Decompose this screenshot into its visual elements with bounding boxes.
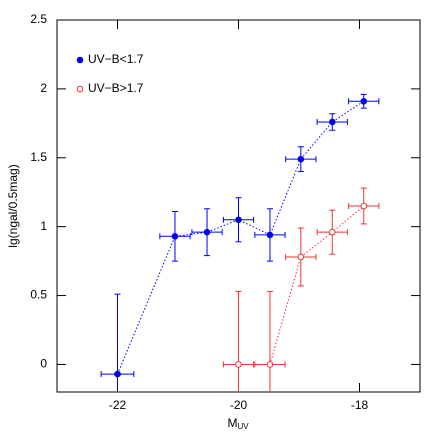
legend-label: UV−B<1.7 [88,52,144,66]
data-point [328,118,336,126]
data-point [171,233,179,240]
x-tick-label: -18 [351,398,369,412]
legend-marker [76,56,84,64]
connector-line [238,205,365,365]
data-point [297,253,305,261]
data-point [360,202,368,210]
y-tick-label: 2.5 [30,12,47,26]
data-point [328,228,336,236]
y-tick-label: 1.5 [30,150,47,164]
x-label-main: M [227,416,237,430]
y-axis-label: lg(ngal/0.5mag) [6,164,20,247]
data-point [360,97,368,105]
x-label-sub: UV [237,422,249,431]
data-point [266,231,274,239]
data-point [203,228,211,236]
data-point [235,361,242,368]
legend-label: UV−B>1.7 [88,81,144,95]
legend-marker [76,85,84,93]
data-point [114,370,121,378]
y-tick-label: 0.5 [30,288,47,302]
x-tick-label: -20 [230,398,248,412]
connector-line [117,100,365,375]
data-point [266,361,274,368]
x-tick-label: -22 [109,398,127,412]
x-axis-label: MUV [227,416,249,431]
data-point [297,155,305,163]
y-tick-label: 2 [40,81,47,95]
y-tick-label: 1 [40,219,47,233]
data-point [235,216,242,224]
y-tick-label: 0 [40,357,47,371]
